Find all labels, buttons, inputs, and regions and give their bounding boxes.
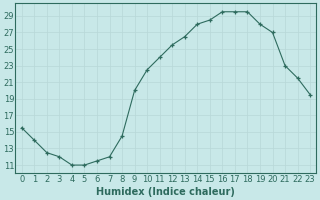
X-axis label: Humidex (Indice chaleur): Humidex (Indice chaleur) xyxy=(97,187,236,197)
